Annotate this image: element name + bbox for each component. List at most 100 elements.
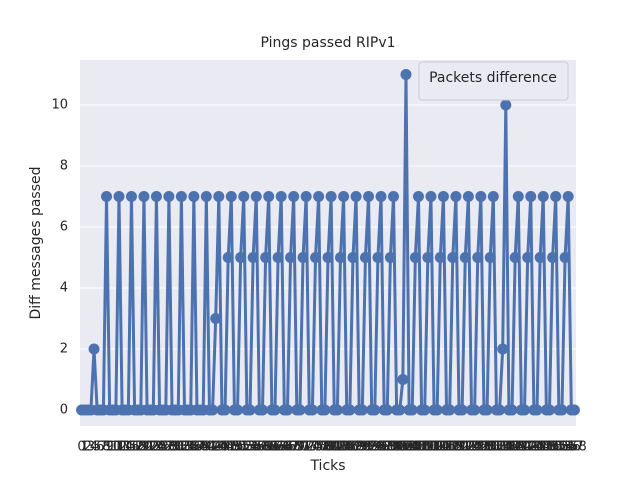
x-tick-label: 117 — [434, 440, 459, 455]
x-tick-label: 108 — [406, 440, 431, 455]
x-tick-label: 140 — [506, 440, 531, 455]
data-point — [125, 190, 137, 202]
x-tick-label: 44 — [211, 440, 228, 455]
x-tick-label: 84 — [335, 440, 352, 455]
x-tick-label: 114 — [425, 440, 450, 455]
x-tick-label: 150 — [537, 440, 562, 455]
x-tick-label: 81 — [326, 440, 343, 455]
x-tick-label: 141 — [509, 440, 534, 455]
x-tick-label: 156 — [556, 440, 581, 455]
data-point — [372, 251, 384, 263]
x-tick-label: 27 — [158, 440, 175, 455]
x-tick-label: 88 — [348, 440, 365, 455]
x-tick-label: 1 — [81, 440, 89, 455]
x-tick-label: 3 — [87, 440, 95, 455]
x-tick-label: 30 — [167, 440, 184, 455]
data-point — [568, 404, 580, 416]
data-point — [562, 190, 574, 202]
data-point — [512, 190, 524, 202]
x-tick-label: 14 — [117, 440, 134, 455]
data-point — [213, 190, 225, 202]
data-point — [238, 190, 250, 202]
x-tick-label: 20 — [136, 440, 153, 455]
x-tick-label: 146 — [525, 440, 550, 455]
x-tick-label: 118 — [437, 440, 462, 455]
x-tick-label: 111 — [415, 440, 440, 455]
x-tick-label: 46 — [217, 440, 234, 455]
data-point — [400, 68, 412, 80]
data-point — [522, 251, 534, 263]
x-tick-label: 98 — [379, 440, 396, 455]
x-tick-label: 73 — [301, 440, 318, 455]
data-point — [472, 251, 484, 263]
data-point — [497, 343, 509, 355]
y-tick-label: 2 — [60, 341, 68, 356]
data-point — [334, 251, 346, 263]
x-tick-label: 90 — [354, 440, 371, 455]
data-point — [275, 190, 287, 202]
x-tick-label: 97 — [376, 440, 393, 455]
x-tick-label: 43 — [207, 440, 224, 455]
x-tick-label: 144 — [518, 440, 543, 455]
x-tick-label: 152 — [543, 440, 568, 455]
x-tick-label: 131 — [478, 440, 503, 455]
data-point — [356, 404, 368, 416]
data-point — [222, 251, 234, 263]
x-tick-label: 127 — [465, 440, 490, 455]
x-tick-label: 92 — [360, 440, 377, 455]
x-tick-label: 70 — [292, 440, 309, 455]
legend-box — [418, 61, 569, 101]
x-tick-label: 38 — [192, 440, 209, 455]
x-tick-label: 107 — [403, 440, 428, 455]
x-tick-label: 126 — [462, 440, 487, 455]
x-tick-label: 69 — [289, 440, 306, 455]
data-point — [219, 404, 231, 416]
x-tick-label: 11 — [108, 440, 125, 455]
data-point — [163, 190, 175, 202]
data-point — [487, 190, 499, 202]
x-tick-label: 10 — [104, 440, 121, 455]
data-point — [406, 404, 418, 416]
x-tick-label: 48 — [223, 440, 240, 455]
data-point — [409, 251, 421, 263]
x-tick-label: 151 — [540, 440, 565, 455]
data-point — [550, 190, 562, 202]
x-tick-label: 93 — [363, 440, 380, 455]
x-tick-label: 2 — [84, 440, 92, 455]
x-tick-label: 124 — [456, 440, 481, 455]
data-point — [88, 343, 100, 355]
data-point — [207, 404, 219, 416]
x-tick-label: 35 — [182, 440, 199, 455]
data-point — [556, 404, 568, 416]
data-point — [419, 404, 431, 416]
x-tick-label: 134 — [487, 440, 512, 455]
data-point — [547, 251, 559, 263]
x-tick-label: 67 — [282, 440, 299, 455]
data-point — [331, 404, 343, 416]
x-tick-label: 12 — [111, 440, 128, 455]
x-tick-label: 54 — [242, 440, 259, 455]
x-tick-label: 59 — [257, 440, 274, 455]
y-axis-label: Diff messages passed — [28, 167, 44, 320]
x-tick-label: 113 — [422, 440, 447, 455]
x-tick-label: 104 — [394, 440, 419, 455]
x-tick-label: 119 — [440, 440, 465, 455]
x-tick-label: 149 — [534, 440, 559, 455]
data-point — [359, 251, 371, 263]
x-tick-label: 64 — [273, 440, 290, 455]
x-tick-label: 125 — [459, 440, 484, 455]
x-tick-label: 110 — [412, 440, 437, 455]
x-tick-label: 31 — [170, 440, 187, 455]
data-point — [232, 404, 244, 416]
data-point — [225, 190, 237, 202]
x-tick-label: 65 — [276, 440, 293, 455]
x-tick-label: 19 — [133, 440, 150, 455]
data-point — [384, 251, 396, 263]
data-point — [310, 251, 322, 263]
x-tick-label: 5 — [93, 440, 101, 455]
x-tick-label: 23 — [145, 440, 162, 455]
x-tick-label: 83 — [332, 440, 349, 455]
data-point — [294, 404, 306, 416]
x-tick-label: 66 — [279, 440, 296, 455]
